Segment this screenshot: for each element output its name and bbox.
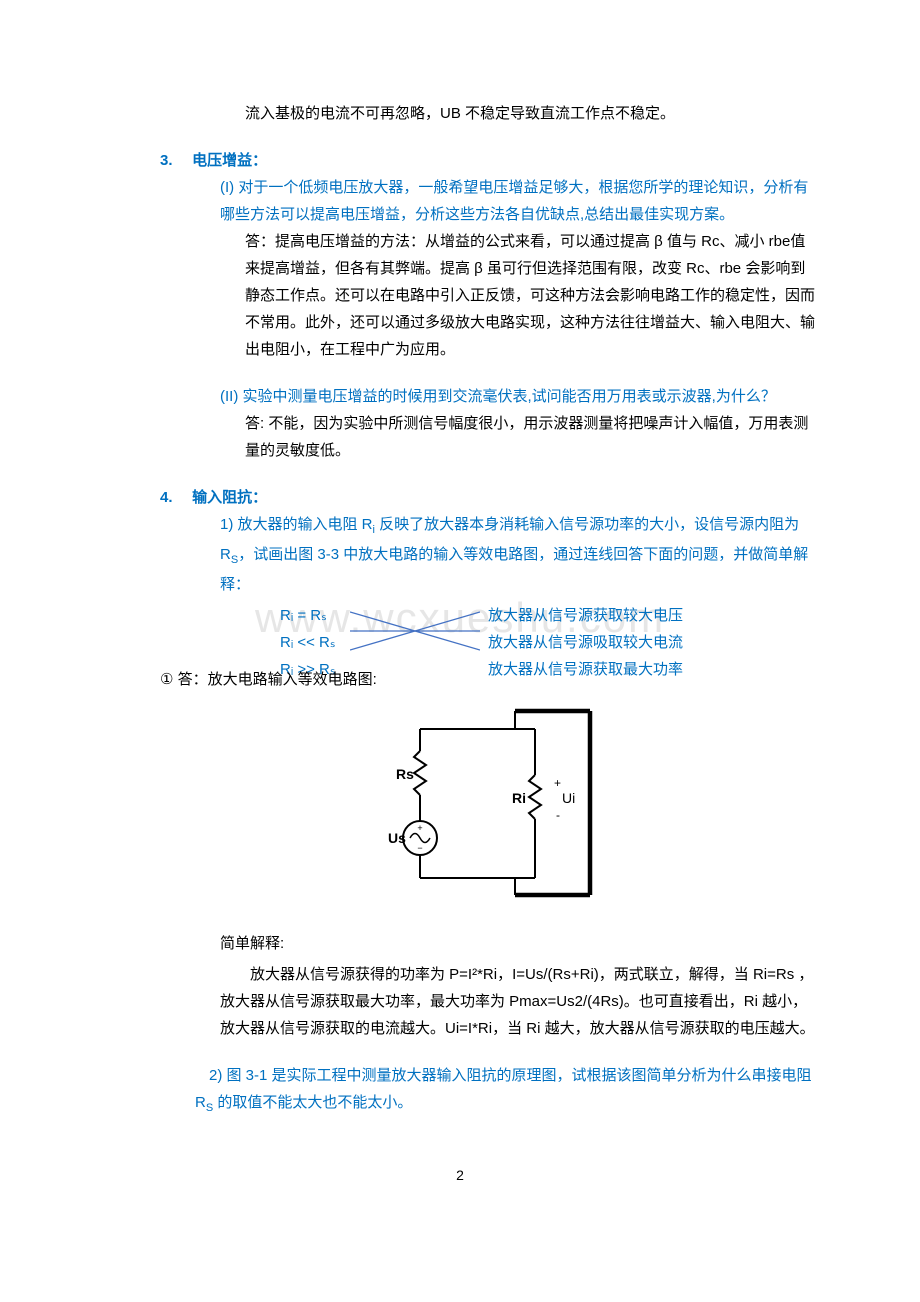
item-4-1: 1) 放大器的输入电阻 Ri 反映了放大器本身消耗输入信号源功率的大小，设信号源… xyxy=(220,511,820,598)
svg-text:−: − xyxy=(417,843,422,853)
match-left-2: Rᵢ << Rₛ xyxy=(280,629,350,656)
circuit-diagram: + − Rs Us Ri Ui + xyxy=(100,703,820,912)
section-title: 电压增益： xyxy=(192,152,267,169)
section-4: 4. 输入阻抗： 1) 放大器的输入电阻 Ri 反映了放大器本身消耗输入信号源功… xyxy=(100,484,820,1118)
match-lines-svg xyxy=(350,602,480,660)
section-number: 3. xyxy=(160,147,188,174)
answer-label: 答: xyxy=(245,415,264,432)
match-right-1: 放大器从信号源获取较大电压 xyxy=(488,602,683,629)
ri-label: Ri xyxy=(512,790,526,806)
answer-text: 不能，因为实验中所测信号幅度很小，用示波器测量将把噪声计入幅值，万用表测量的灵敏… xyxy=(245,415,808,459)
explain-body: 放大器从信号源获得的功率为 P=I²*Ri，I=Us/(Rs+Ri)，两式联立，… xyxy=(220,957,820,1042)
match-left-1: Rᵢ = Rₛ xyxy=(280,602,350,629)
matching-diagram: Rᵢ = Rₛ Rᵢ << Rₛ Rᵢ >> Rₛ 放大器从信号源获取较大电压 … xyxy=(280,602,820,660)
question-part: ，试画出图 3-3 中放大电路的输入等效电路图，通过连线回答下面的问题，并做简单… xyxy=(220,546,808,593)
section-title: 输入阻抗： xyxy=(192,489,267,506)
answer-text: 提高电压增益的方法：从增益的公式来看，可以通过提高 β 值与 Rc、减小 rbe… xyxy=(245,233,815,358)
circled-number: ① xyxy=(160,666,173,693)
question-text: 对于一个低频电压放大器，一般希望电压增益足够大，根据您所学的理论知识，分析有哪些… xyxy=(220,179,808,223)
match-right-2: 放大器从信号源吸取较大电流 xyxy=(488,629,683,656)
question-part: 的取值不能太大也不能太小。 xyxy=(213,1094,412,1111)
item-label: 1) xyxy=(220,511,233,538)
explain-label: 简单解释: xyxy=(220,930,820,957)
document-body: 流入基极的电流不可再忽略，UB 不稳定导致直流工作点不稳定。 3. 电压增益： … xyxy=(100,100,820,1189)
svg-text:-: - xyxy=(556,808,560,822)
item-label: (II) xyxy=(220,383,238,410)
answer-3-2: 答: 不能，因为实验中所测信号幅度很小，用示波器测量将把噪声计入幅值，万用表测量… xyxy=(245,410,820,464)
section-number: 4. xyxy=(160,484,188,511)
item-3-1: (I) 对于一个低频电压放大器，一般希望电压增益足够大，根据您所学的理论知识，分… xyxy=(220,174,820,228)
item-4-2: 2) 图 3-1 是实际工程中测量放大器输入阻抗的原理图，试根据该图简单分析为什… xyxy=(195,1062,820,1119)
item-3-2: (II) 实验中测量电压增益的时候用到交流毫伏表,试问能否用万用表或示波器,为什… xyxy=(220,383,820,410)
page-number: 2 xyxy=(100,1163,820,1188)
match-right-3: 放大器从信号源获取最大功率 xyxy=(488,656,683,683)
answer-3-1: 答：提高电压增益的方法：从增益的公式来看，可以通过提高 β 值与 Rc、减小 r… xyxy=(245,228,820,363)
item-label: (I) xyxy=(220,174,234,201)
rs-label: Rs xyxy=(396,766,414,782)
svg-text:+: + xyxy=(554,776,561,790)
answer-label: 答： xyxy=(245,233,275,250)
ui-label: Ui xyxy=(562,790,575,806)
section-3: 3. 电压增益： (I) 对于一个低频电压放大器，一般希望电压增益足够大，根据您… xyxy=(100,147,820,464)
answer-label: 答： xyxy=(178,671,208,688)
orphan-line: 流入基极的电流不可再忽略，UB 不稳定导致直流工作点不稳定。 xyxy=(245,100,820,127)
question-text: 实验中测量电压增益的时候用到交流毫伏表,试问能否用万用表或示波器,为什么？ xyxy=(243,388,776,405)
svg-text:+: + xyxy=(417,823,422,833)
answer-text: 放大电路输入等效电路图: xyxy=(208,671,377,688)
question-part: 放大器的输入电阻 R xyxy=(238,516,373,533)
us-label: Us xyxy=(388,830,406,846)
